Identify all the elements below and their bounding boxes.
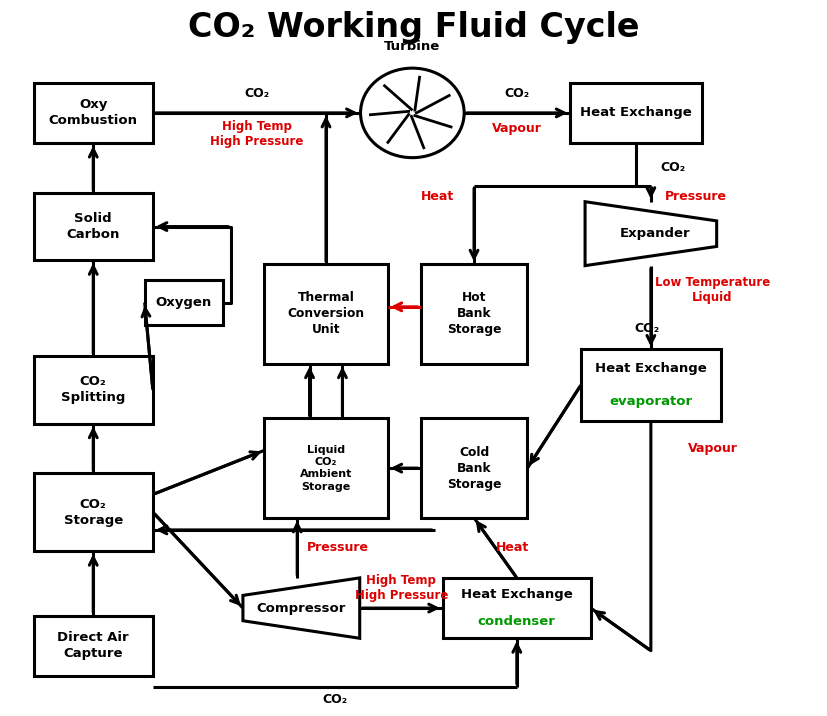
Text: Expander: Expander [619,227,690,240]
Text: CO₂
Splitting: CO₂ Splitting [61,375,125,405]
Text: Oxygen: Oxygen [155,296,212,309]
Bar [420,264,527,364]
Text: Liquid
CO₂
Ambient
Storage: Liquid CO₂ Ambient Storage [299,445,351,492]
Text: CO₂ Working Fluid Cycle: CO₂ Working Fluid Cycle [188,11,639,44]
Bar [442,578,590,638]
Text: High Temp
High Pressure: High Temp High Pressure [210,120,303,148]
Text: Heat: Heat [420,190,453,203]
Text: Thermal
Conversion
Unit: Thermal Conversion Unit [287,291,364,337]
Polygon shape [585,202,716,266]
Text: Compressor: Compressor [256,601,346,614]
Bar [145,280,222,325]
Text: Turbine: Turbine [384,40,440,53]
Bar [34,83,153,143]
Circle shape [360,68,464,158]
Text: Heat Exchange: Heat Exchange [580,107,691,120]
Bar [34,616,153,676]
Bar [264,264,387,364]
Text: CO₂
Storage: CO₂ Storage [64,498,122,527]
Bar [420,418,527,518]
Text: Vapour: Vapour [492,122,542,135]
Text: Low Temperature
Liquid: Low Temperature Liquid [654,276,769,304]
Text: CO₂: CO₂ [633,322,658,335]
Text: Hot
Bank
Storage: Hot Bank Storage [447,291,500,337]
Text: evaporator: evaporator [609,395,691,407]
Bar [570,83,701,143]
Bar [264,418,387,518]
Text: Solid
Carbon: Solid Carbon [66,212,120,241]
Bar [581,349,719,420]
Text: CO₂: CO₂ [660,161,685,175]
Text: CO₂: CO₂ [322,693,347,706]
Text: CO₂: CO₂ [244,87,269,100]
Text: High Temp
High Pressure: High Temp High Pressure [354,574,447,602]
Text: Pressure: Pressure [307,541,369,554]
Text: Heat: Heat [495,541,528,554]
Text: Cold
Bank
Storage: Cold Bank Storage [447,445,500,490]
Bar [34,193,153,261]
Bar [34,357,153,424]
Text: condenser: condenser [477,615,555,629]
Text: Heat Exchange: Heat Exchange [595,362,706,375]
Text: CO₂: CO₂ [504,87,529,100]
Bar [34,473,153,551]
Text: Heat Exchange: Heat Exchange [461,588,572,601]
Polygon shape [242,578,359,638]
Text: Direct Air
Capture: Direct Air Capture [57,632,129,660]
Text: Vapour: Vapour [686,442,737,455]
Text: Oxy
Combustion: Oxy Combustion [49,98,137,127]
Text: Pressure: Pressure [664,190,726,203]
